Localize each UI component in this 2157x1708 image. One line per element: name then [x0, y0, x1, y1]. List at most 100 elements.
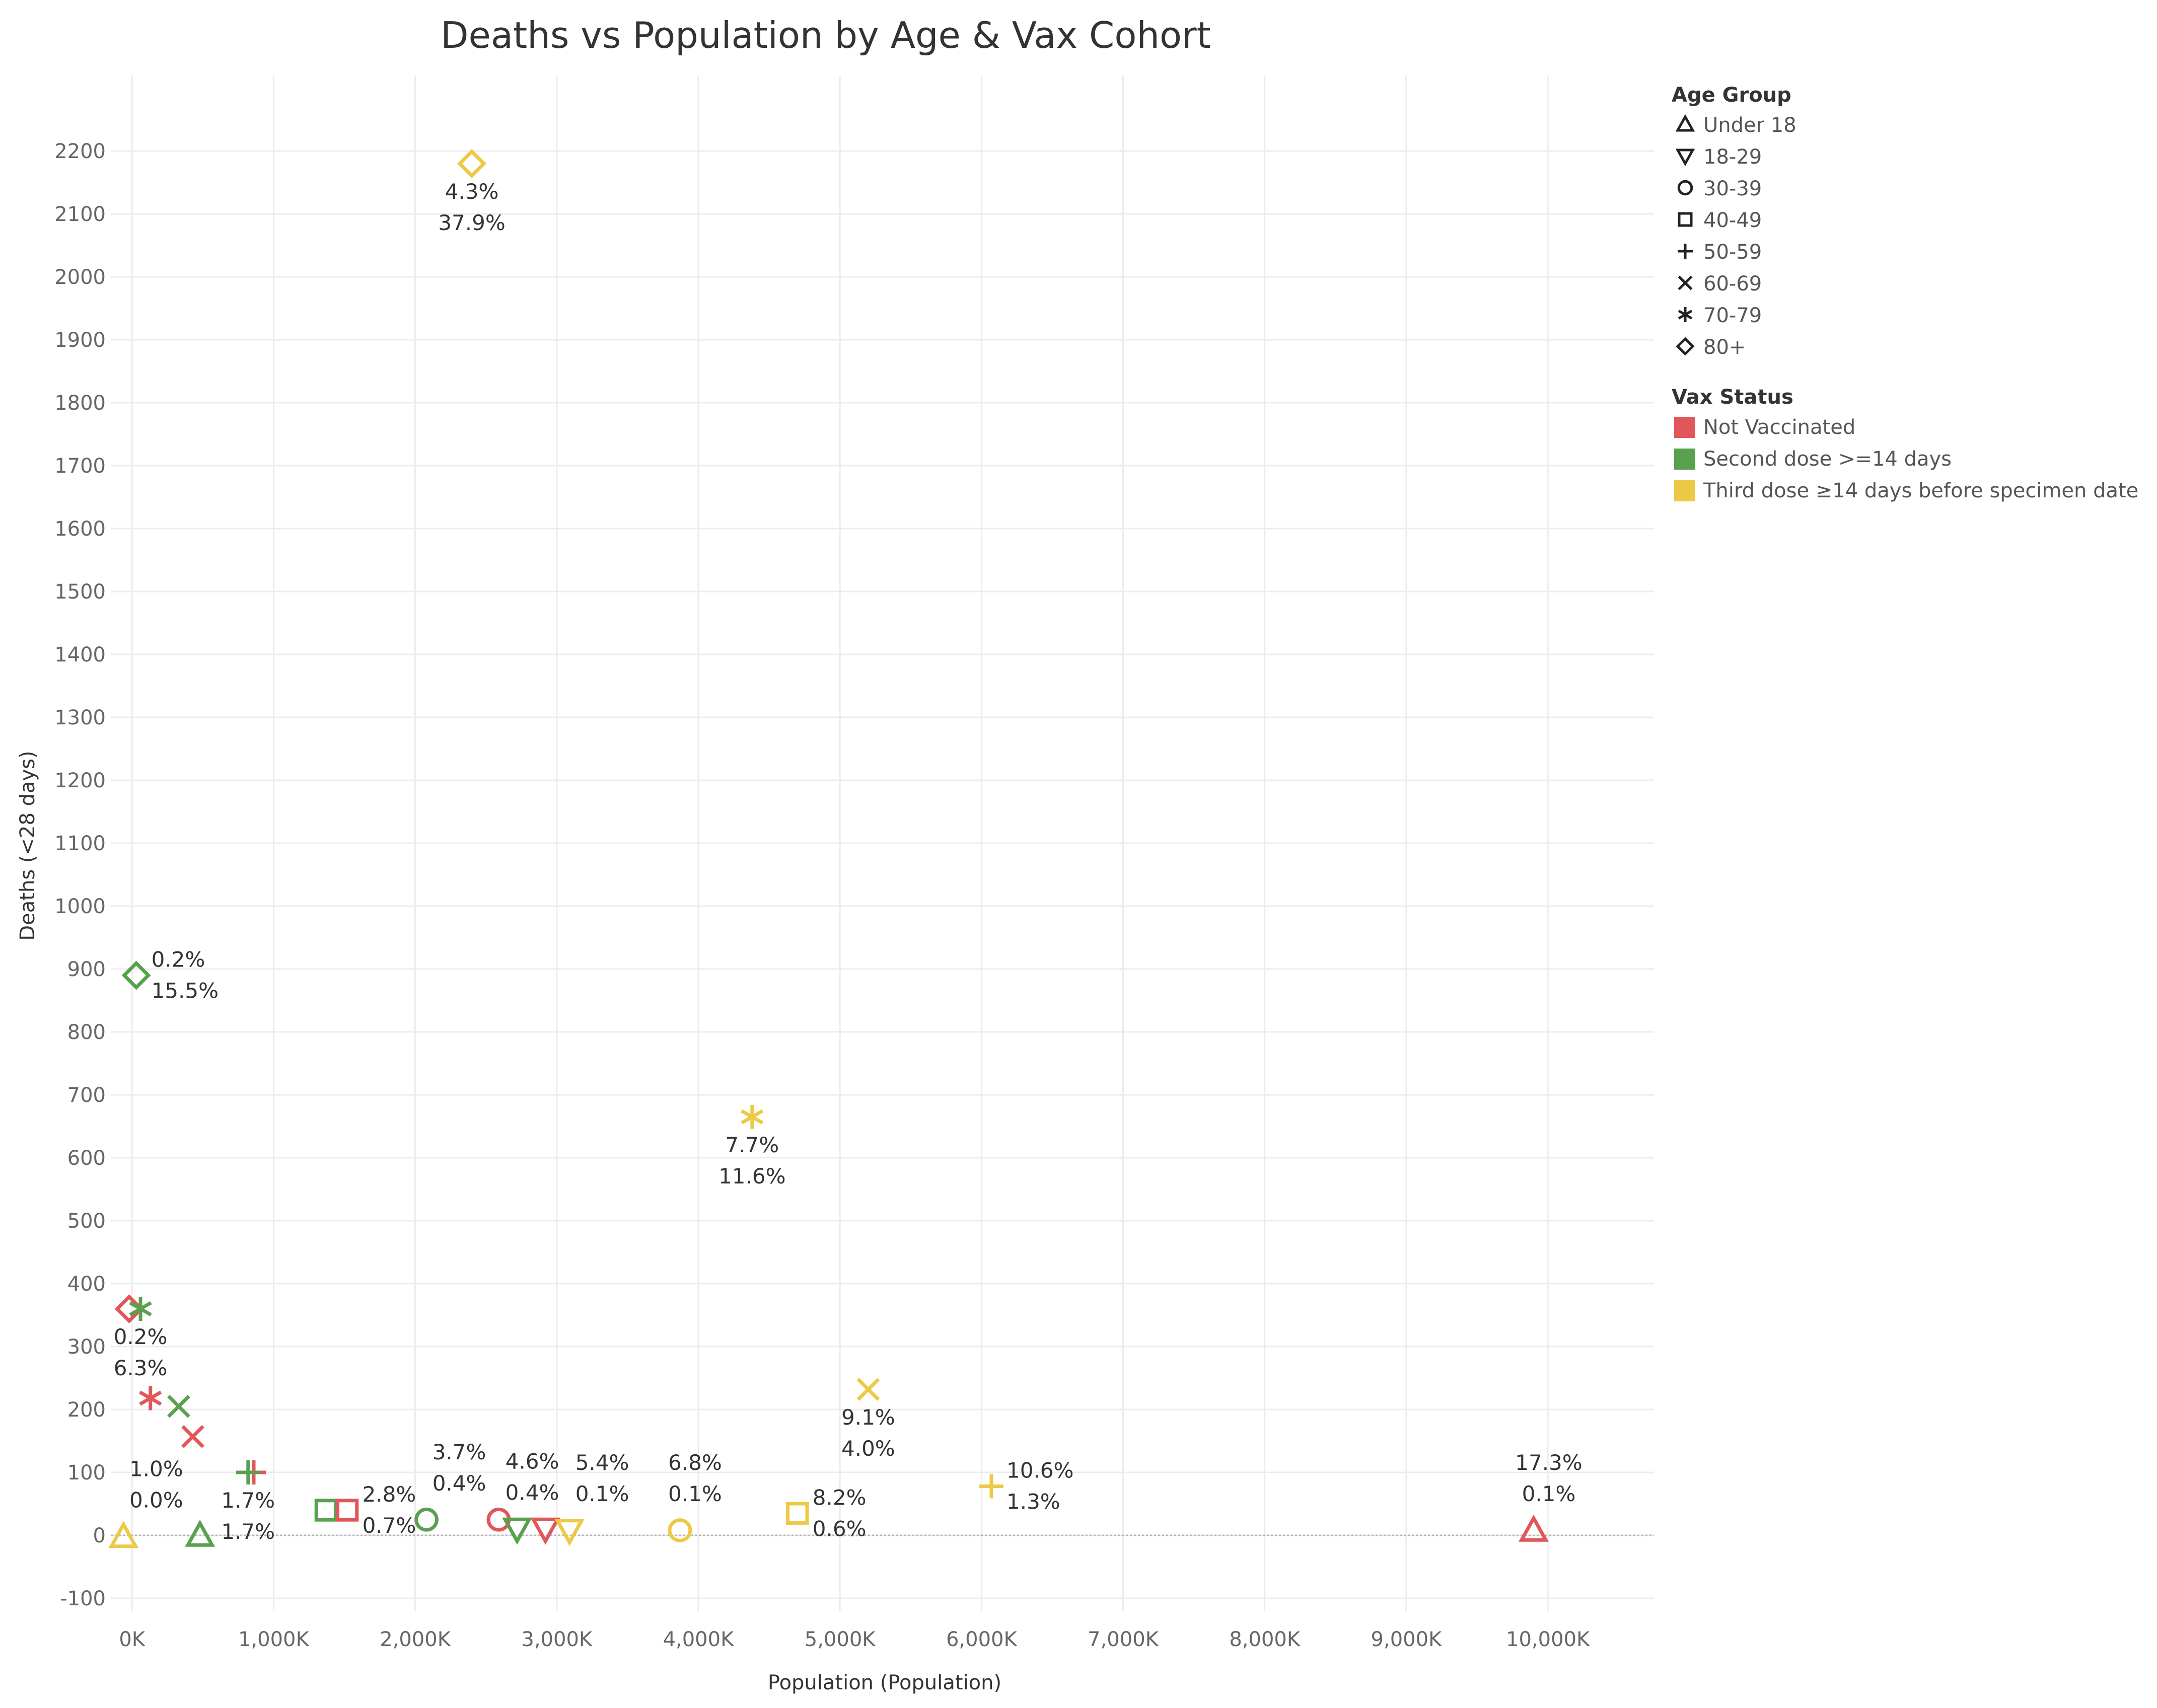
legend-circle-icon: [1677, 180, 1693, 196]
legend-square-icon: [1678, 212, 1693, 227]
data-point: [181, 1425, 204, 1448]
x-tick-label: 6,000K: [946, 1628, 1018, 1651]
legend-item-label: Under 18: [1703, 114, 1796, 137]
grid: [111, 76, 1654, 1611]
data-point: [457, 149, 486, 178]
legend-color-swatch: [1674, 480, 1695, 501]
x-tick-label: 2,000K: [380, 1628, 452, 1651]
data-point: [1519, 1514, 1549, 1542]
data-label: 0.0%: [129, 1488, 183, 1513]
data-label: 0.2%: [114, 1324, 168, 1349]
data-point: [979, 1474, 1004, 1499]
data-label: 15.5%: [152, 979, 219, 1003]
data-label: 0.1%: [668, 1481, 722, 1506]
legend-age-group-title: Age Group: [1672, 84, 1791, 107]
legend-item-label: 80+: [1703, 336, 1746, 359]
data-point: [314, 1499, 338, 1522]
legend-item-label: 50-59: [1703, 241, 1762, 264]
data-label: 0.4%: [433, 1471, 486, 1496]
y-tick-label: 1300: [54, 706, 106, 729]
y-tick-label: 500: [67, 1210, 106, 1233]
y-tick-label: 200: [67, 1398, 106, 1422]
legend-triangle-up-icon: [1675, 114, 1695, 132]
data-label: 3.7%: [433, 1440, 486, 1464]
y-tick-label: 1700: [54, 455, 106, 478]
legend-vax-status: Vax Status Not Vaccinated Second dose >=1…: [1672, 386, 2138, 502]
x-tick-label: 10,000K: [1506, 1628, 1591, 1651]
chart-title: Deaths vs Population by Age & Vax Cohort: [441, 14, 1211, 56]
legend-item-label: 30-39: [1703, 177, 1762, 200]
data-label: 10.6%: [1006, 1458, 1073, 1483]
data-label: 7.7%: [725, 1133, 779, 1157]
y-tick-label: 400: [67, 1273, 106, 1296]
data-label: 1.0%: [129, 1457, 183, 1481]
data-labels: 4.3% 37.9% 0.2% 15.5% 7.7% 11.6% 0.2% 6.3% 9.1% 4…: [114, 179, 1583, 1544]
data-point: [167, 1394, 190, 1418]
x-tick-label: 1,000K: [238, 1628, 310, 1651]
data-point: [108, 1521, 139, 1548]
data-label: 11.6%: [718, 1164, 785, 1189]
data-label: 6.3%: [114, 1356, 168, 1380]
legend-color-swatch: [1674, 417, 1695, 438]
x-tick-label: 8,000K: [1229, 1628, 1301, 1651]
data-point: [114, 1294, 144, 1323]
data-point: [786, 1502, 809, 1525]
legend-item-label: 70-79: [1703, 304, 1762, 327]
data-label: 0.1%: [1522, 1481, 1576, 1506]
data-point: [335, 1499, 359, 1522]
data-label: 5.4%: [576, 1450, 629, 1475]
data-label: 0.7%: [363, 1513, 416, 1538]
y-tick-label: -100: [60, 1587, 106, 1610]
y-tick-label: 1100: [54, 832, 106, 855]
legend-triangle-down-icon: [1675, 148, 1695, 167]
data-label: 17.3%: [1515, 1450, 1582, 1475]
data-point: [121, 960, 151, 990]
y-axis-ticks: -100 0 100 200 300 400 500 600 700 800 900 1000 1100…: [54, 140, 106, 1610]
y-tick-label: 1400: [54, 643, 106, 666]
legend-diamond-icon: [1676, 337, 1695, 356]
legend-asterisk-icon: [1678, 307, 1693, 322]
legend-vax-status-title: Vax Status: [1672, 386, 1793, 409]
data-point: [856, 1378, 880, 1401]
legend-item-label: 40-49: [1703, 209, 1762, 232]
y-tick-label: 1800: [54, 392, 106, 415]
legend-item-label: 60-69: [1703, 272, 1762, 295]
y-tick-label: 1500: [54, 580, 106, 604]
legend-item-label: 18-29: [1703, 145, 1762, 169]
x-tick-label: 4,000K: [663, 1628, 735, 1651]
data-label: 6.8%: [668, 1450, 722, 1475]
data-label: 8.2%: [813, 1485, 867, 1510]
data-label: 1.7%: [221, 1488, 275, 1513]
data-label: 4.6%: [506, 1449, 559, 1474]
data-point: [129, 1297, 152, 1321]
data-label: 0.4%: [506, 1480, 559, 1505]
data-label: 2.8%: [363, 1482, 416, 1507]
data-point: [668, 1518, 692, 1542]
data-point: [502, 1517, 532, 1545]
data-points: [108, 149, 1549, 1548]
data-label: 0.6%: [813, 1516, 867, 1541]
data-label: 1.3%: [1006, 1490, 1060, 1514]
x-axis-title: Population (Population): [768, 1671, 1001, 1694]
x-tick-label: 0K: [119, 1628, 146, 1651]
x-tick-label: 5,000K: [805, 1628, 877, 1651]
y-tick-label: 1200: [54, 769, 106, 792]
data-point: [554, 1519, 585, 1546]
legend-item-label: Third dose ≥14 days before specimen date: [1703, 479, 2138, 502]
y-tick-label: 300: [67, 1335, 106, 1359]
data-point: [185, 1519, 215, 1547]
y-axis-title: Deaths (<28 days): [16, 751, 39, 940]
legend-item-label: Not Vaccinated: [1703, 416, 1855, 439]
x-tick-label: 7,000K: [1088, 1628, 1160, 1651]
data-label: 0.1%: [576, 1481, 629, 1506]
data-label: 37.9%: [438, 210, 505, 235]
y-tick-label: 100: [67, 1461, 106, 1484]
y-tick-label: 1000: [54, 895, 106, 918]
y-tick-label: 900: [67, 958, 106, 981]
legend-color-swatch: [1674, 449, 1695, 470]
legend-plus-icon: [1678, 244, 1693, 259]
legend-cross-icon: [1678, 275, 1693, 290]
data-point: [414, 1507, 439, 1532]
data-label: 1.7%: [221, 1519, 275, 1544]
data-point: [741, 1104, 764, 1129]
